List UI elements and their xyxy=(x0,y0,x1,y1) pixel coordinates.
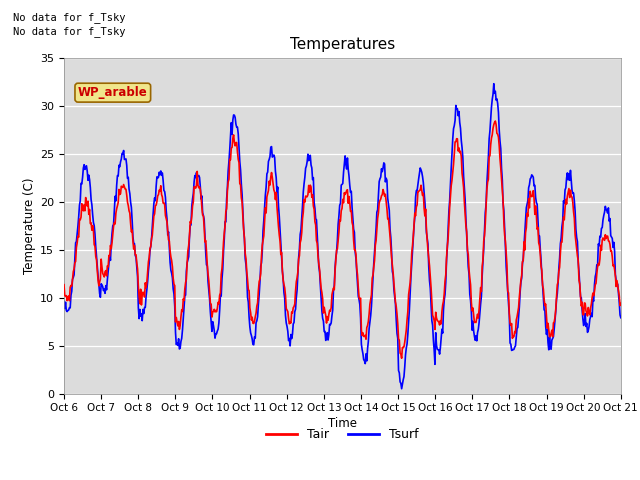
Text: WP_arable: WP_arable xyxy=(78,86,148,99)
Title: Temperatures: Temperatures xyxy=(290,37,395,52)
Text: No data for f_Tsky: No data for f_Tsky xyxy=(13,12,125,23)
Y-axis label: Temperature (C): Temperature (C) xyxy=(23,177,36,274)
Legend: Tair, Tsurf: Tair, Tsurf xyxy=(261,423,424,446)
Text: No data for f_Tsky: No data for f_Tsky xyxy=(13,26,125,37)
X-axis label: Time: Time xyxy=(328,418,357,431)
